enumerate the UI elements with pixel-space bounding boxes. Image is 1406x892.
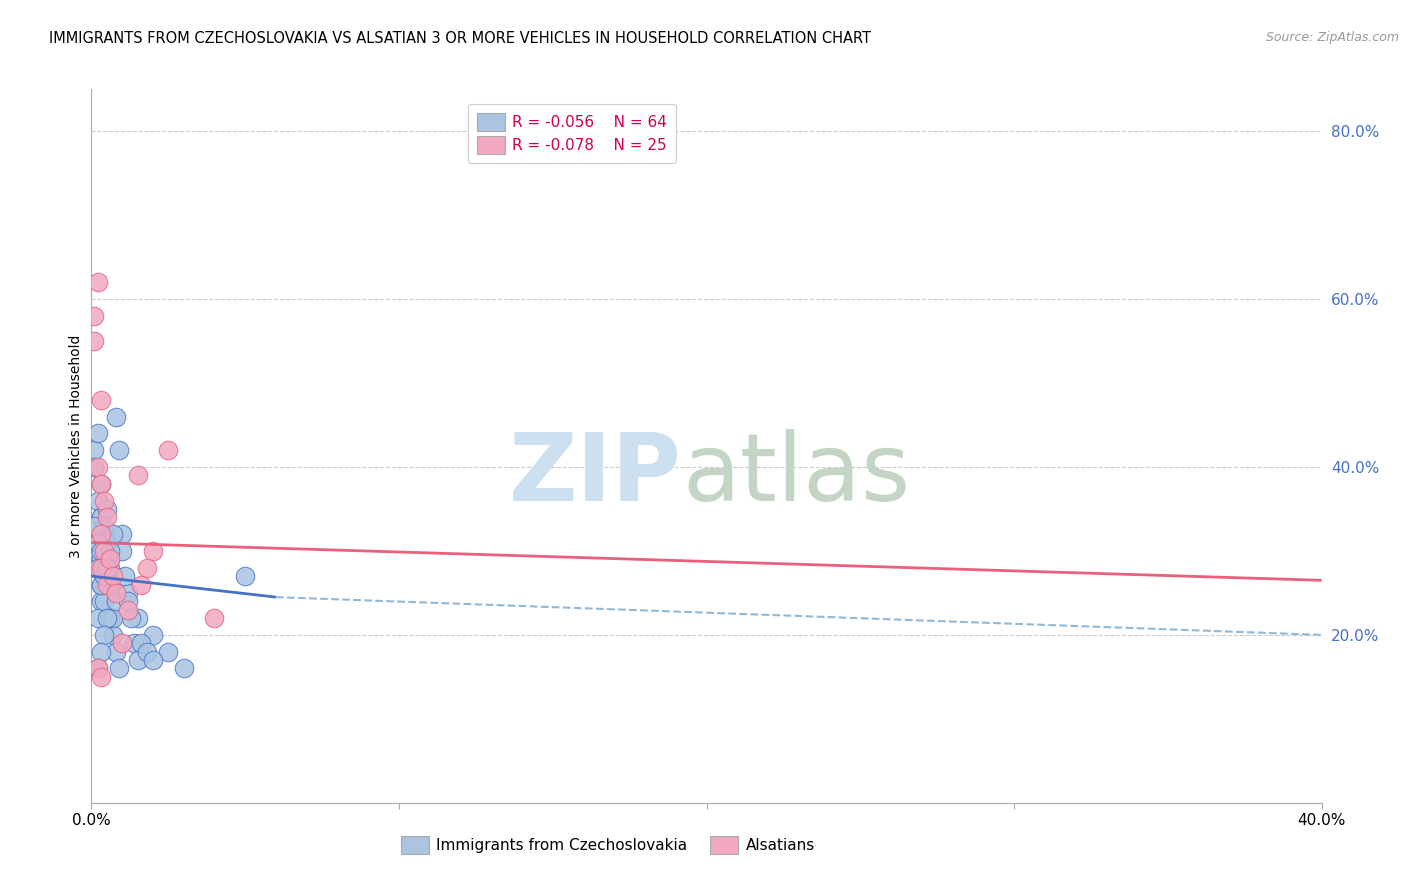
Point [90,510,112,524]
Point [142,544,165,558]
Point [86,661,108,675]
Point [83,309,105,323]
Point [101,569,124,583]
Point [135,645,157,659]
Point [108,443,131,458]
Point [90,670,112,684]
Point [96,611,118,625]
Point [157,443,180,458]
Point [90,645,112,659]
Point [93,544,115,558]
Point [96,535,118,549]
Point [114,569,136,583]
Point [83,518,105,533]
Text: ZIP: ZIP [509,428,682,521]
Point [98,586,121,600]
Point [111,527,134,541]
Point [98,552,121,566]
Point [117,594,139,608]
Point [157,645,180,659]
Point [86,460,108,475]
Point [142,653,165,667]
Point [86,275,108,289]
Point [98,544,121,558]
Point [135,560,157,574]
Point [90,476,112,491]
Point [86,535,108,549]
Point [90,560,112,574]
Point [96,560,118,574]
Point [124,636,146,650]
Point [142,628,165,642]
Point [90,476,112,491]
Point [98,560,121,574]
Point [129,577,152,591]
Point [93,527,115,541]
Point [98,577,121,591]
Point [93,628,115,642]
Point [90,510,112,524]
Point [90,594,112,608]
Point [90,577,112,591]
Point [108,661,131,675]
Point [93,527,115,541]
Text: Source: ZipAtlas.com: Source: ZipAtlas.com [1265,31,1399,45]
Point [93,594,115,608]
Point [90,544,112,558]
Point [127,653,149,667]
Point [90,392,112,407]
Point [129,636,152,650]
Point [93,577,115,591]
Text: IMMIGRANTS FROM CZECHOSLOVAKIA VS ALSATIAN 3 OR MORE VEHICLES IN HOUSEHOLD CORRE: IMMIGRANTS FROM CZECHOSLOVAKIA VS ALSATI… [49,31,872,46]
Point [90,577,112,591]
Point [93,569,115,583]
Point [105,409,127,424]
Point [83,334,105,348]
Point [127,611,149,625]
Point [98,611,121,625]
Point [111,636,134,650]
Point [96,502,118,516]
Point [105,594,127,608]
Point [86,611,108,625]
Point [117,603,139,617]
Point [173,661,195,675]
Point [90,527,112,541]
Point [83,443,105,458]
Point [101,611,124,625]
Point [86,560,108,574]
Point [93,493,115,508]
Point [96,544,118,558]
Point [86,493,108,508]
Point [120,611,142,625]
Text: atlas: atlas [682,428,910,521]
Point [86,426,108,441]
Point [105,586,127,600]
Point [96,560,118,574]
Point [233,569,256,583]
Point [93,544,115,558]
Point [96,577,118,591]
Point [93,518,115,533]
Point [117,586,139,600]
Point [96,569,118,583]
Point [105,645,127,659]
Legend: Immigrants from Czechoslovakia, Alsatians: Immigrants from Czechoslovakia, Alsatian… [392,827,824,863]
Point [90,552,112,566]
Point [90,560,112,574]
Point [83,460,105,475]
Point [98,552,121,566]
Point [101,527,124,541]
Point [101,628,124,642]
Point [86,661,108,675]
Point [127,468,149,483]
Y-axis label: 3 or more Vehicles in Household: 3 or more Vehicles in Household [69,334,83,558]
Point [111,544,134,558]
Point [202,611,225,625]
Point [96,510,118,524]
